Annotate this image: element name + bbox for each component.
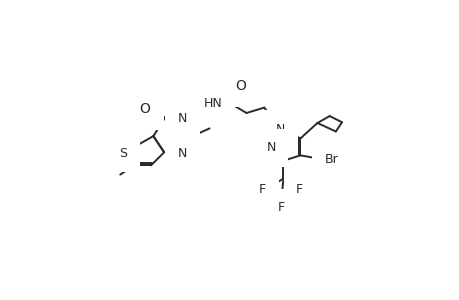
Text: N: N — [275, 123, 285, 136]
Text: O: O — [235, 79, 245, 93]
Text: F: F — [277, 201, 284, 214]
Text: F: F — [296, 183, 302, 196]
Text: S: S — [119, 146, 127, 160]
Text: HN: HN — [204, 97, 223, 110]
Text: O: O — [139, 102, 150, 116]
Text: Br: Br — [324, 153, 337, 166]
Text: N: N — [266, 141, 275, 154]
Text: N: N — [178, 146, 187, 160]
Text: F: F — [258, 183, 266, 196]
Text: N: N — [178, 112, 187, 125]
